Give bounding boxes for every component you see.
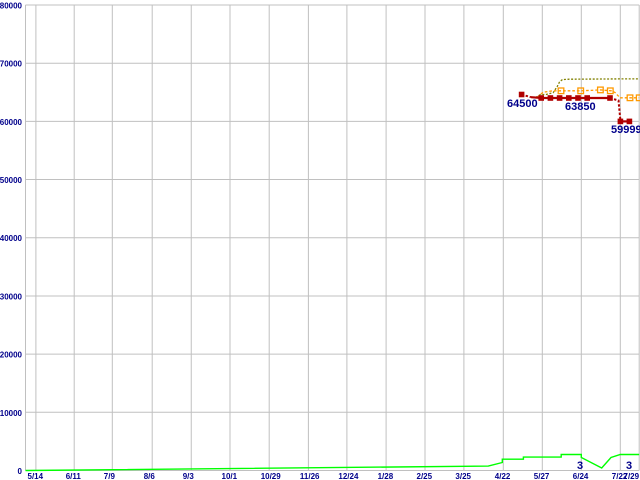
svg-text:1/28: 1/28 xyxy=(378,472,394,480)
svg-text:63850: 63850 xyxy=(565,101,596,113)
svg-text:7/9: 7/9 xyxy=(104,472,116,480)
svg-text:7/29: 7/29 xyxy=(624,472,640,480)
svg-text:12/24: 12/24 xyxy=(338,472,359,480)
svg-text:9/3: 9/3 xyxy=(183,472,195,480)
svg-text:64500: 64500 xyxy=(507,98,538,110)
svg-text:10000: 10000 xyxy=(0,409,23,418)
svg-text:4/22: 4/22 xyxy=(495,472,511,480)
svg-text:3: 3 xyxy=(577,460,583,472)
svg-text:2/25: 2/25 xyxy=(417,472,433,480)
svg-text:10/29: 10/29 xyxy=(261,472,282,480)
svg-text:0: 0 xyxy=(18,467,23,476)
svg-text:60000: 60000 xyxy=(0,118,23,127)
svg-text:6/11: 6/11 xyxy=(66,472,82,480)
svg-text:3/25: 3/25 xyxy=(455,472,471,480)
svg-text:40000: 40000 xyxy=(0,234,23,243)
svg-text:10/1: 10/1 xyxy=(222,472,238,480)
svg-text:11/26: 11/26 xyxy=(300,472,320,480)
svg-text:5/14: 5/14 xyxy=(28,472,44,480)
svg-text:30000: 30000 xyxy=(0,292,23,301)
svg-text:6/24: 6/24 xyxy=(573,472,589,480)
svg-text:59999: 59999 xyxy=(611,124,640,136)
svg-text:80000: 80000 xyxy=(0,2,23,11)
svg-text:3: 3 xyxy=(626,460,632,472)
svg-text:70000: 70000 xyxy=(0,60,23,69)
svg-text:5/27: 5/27 xyxy=(534,472,550,480)
svg-text:20000: 20000 xyxy=(0,351,23,360)
svg-text:8/6: 8/6 xyxy=(144,472,156,480)
svg-text:50000: 50000 xyxy=(0,176,23,185)
